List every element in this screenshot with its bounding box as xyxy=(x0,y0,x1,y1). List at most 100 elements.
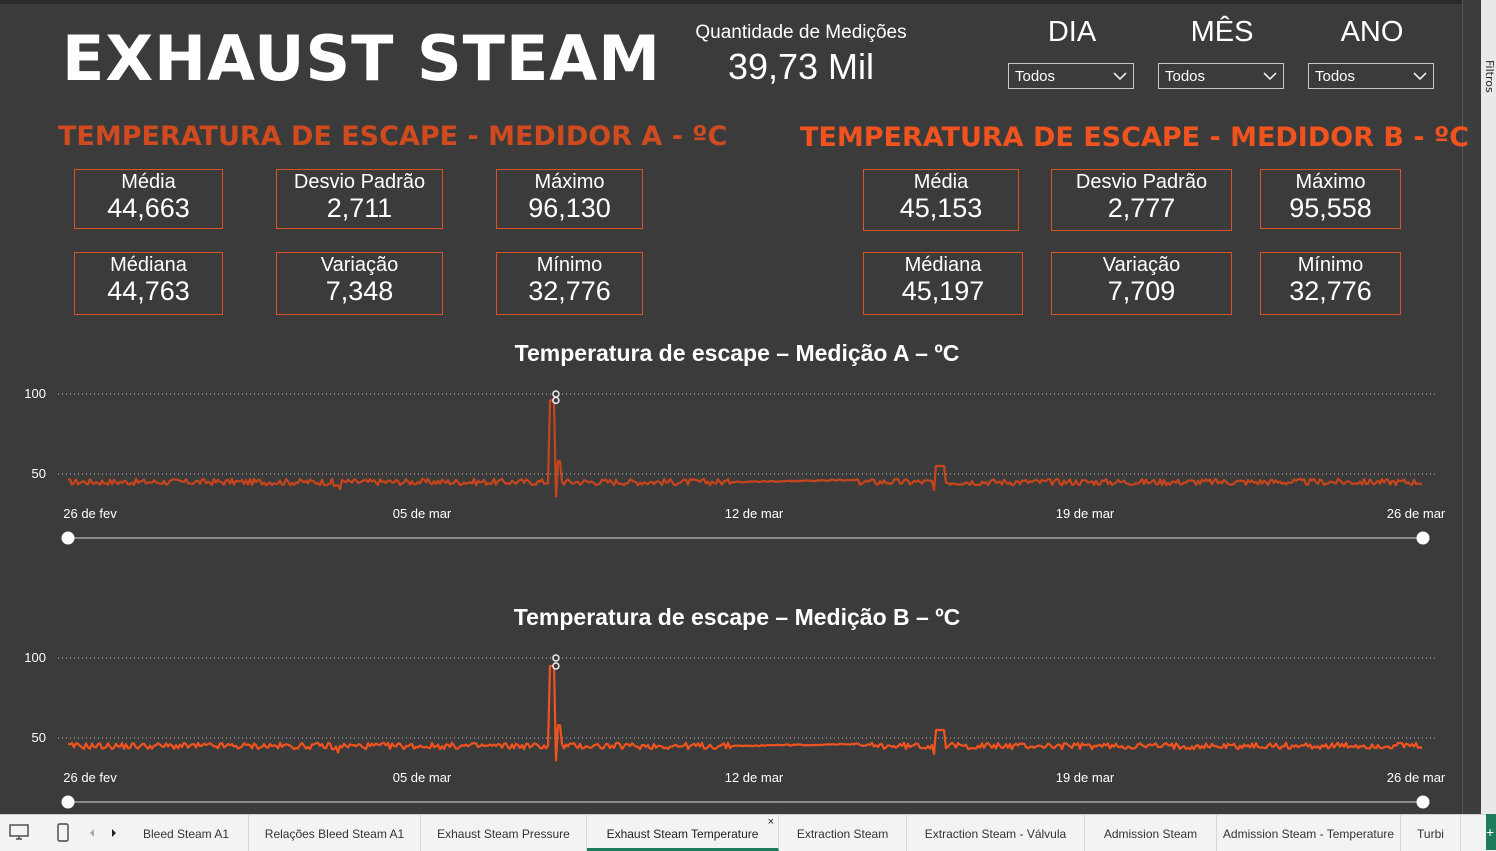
card-value: 44,663 xyxy=(107,193,190,223)
x-tick-label: 05 de mar xyxy=(393,770,452,785)
add-page-button[interactable]: + xyxy=(1486,814,1496,850)
mobile-layout-icon[interactable] xyxy=(56,823,70,843)
slicer-day-value: Todos xyxy=(1015,68,1056,85)
scroll-right-icon[interactable] xyxy=(110,828,118,838)
page-tab[interactable]: Admission Steam - Temperature xyxy=(1217,815,1401,851)
report-canvas xyxy=(12,4,1462,814)
card-value: 2,777 xyxy=(1107,193,1176,223)
outlier-point xyxy=(552,662,560,670)
page-tab-label: Exhaust Steam Pressure xyxy=(437,827,570,841)
card-label: Mínimo xyxy=(1297,254,1364,276)
slicer-day-title: DIA xyxy=(1047,16,1097,48)
slicer-day-dropdown[interactable]: Todos xyxy=(1008,63,1134,89)
range-slider-end-handle[interactable] xyxy=(1416,531,1430,545)
card-label: Mínimo xyxy=(536,254,603,276)
range-slider-end-handle[interactable] xyxy=(1416,795,1430,809)
slicer-year-value: Todos xyxy=(1315,68,1356,85)
page-tab-label: Extraction Steam - Válvula xyxy=(924,827,1067,841)
page-tab[interactable]: Turbi xyxy=(1401,815,1461,851)
page-tab-label: Bleed Steam A1 xyxy=(142,827,230,841)
range-slider-start-handle[interactable] xyxy=(61,795,75,809)
card-b-variance: Variação 7,709 xyxy=(1051,252,1232,315)
page-tab-label: Exhaust Steam Temperature xyxy=(606,827,759,841)
measurement-count-label: Quantidade de Medições xyxy=(695,22,907,43)
filters-pane-label: Filtros xyxy=(1483,60,1496,93)
card-label: Médiana xyxy=(904,254,982,276)
page-tab-label: Extraction Steam xyxy=(796,827,889,841)
card-value: 32,776 xyxy=(528,276,611,306)
card-label: Variação xyxy=(1102,254,1181,276)
card-label: Máximo xyxy=(534,171,605,193)
card-a-max: Máximo 96,130 xyxy=(496,169,643,229)
filters-pane-collapsed[interactable]: Filtros xyxy=(1462,0,1496,814)
filters-pane-strip[interactable]: Filtros xyxy=(1481,0,1496,814)
page-tab-label: Admission Steam xyxy=(1103,827,1198,841)
y-tick-label: 100 xyxy=(24,386,46,401)
slicer-month-title: MÊS xyxy=(1190,16,1254,48)
card-value: 45,197 xyxy=(901,276,985,306)
slicer-year-title: ANO xyxy=(1340,16,1404,48)
chevron-down-icon xyxy=(1113,72,1127,81)
x-tick-label: 26 de fev xyxy=(63,506,117,521)
measurement-count-value: 39,73 Mil xyxy=(727,46,875,87)
slicer-month-dropdown[interactable]: Todos xyxy=(1158,63,1284,89)
y-tick-label: 100 xyxy=(24,650,46,665)
scroll-left-icon[interactable] xyxy=(88,828,96,838)
card-value: 32,776 xyxy=(1289,276,1372,306)
close-icon[interactable]: × xyxy=(767,816,774,828)
page-tab-label: Relações Bleed Steam A1 xyxy=(264,827,405,841)
slicer-year-dropdown[interactable]: Todos xyxy=(1308,63,1434,89)
outlier-point xyxy=(552,390,560,398)
card-b-stddev: Desvio Padrão 2,777 xyxy=(1051,169,1232,231)
card-value: 96,130 xyxy=(528,193,611,223)
card-label: Máximo xyxy=(1295,171,1366,193)
card-label: Média xyxy=(913,171,969,193)
outlier-point xyxy=(552,396,560,405)
x-tick-label: 19 de mar xyxy=(1056,770,1115,785)
page-tab[interactable]: Exhaust Steam Temperature × xyxy=(587,815,779,851)
card-a-min: Mínimo 32,776 xyxy=(496,252,643,315)
page-tab[interactable]: Relações Bleed Steam A1 xyxy=(249,815,421,851)
card-value: 2,711 xyxy=(326,193,393,223)
card-a-variance: Variação 7,348 xyxy=(276,252,443,315)
card-value: 45,153 xyxy=(899,193,983,223)
card-a-mean: Média 44,663 xyxy=(74,169,223,229)
card-label: Média xyxy=(121,171,176,193)
x-tick-label: 12 de mar xyxy=(725,770,784,785)
card-label: Médiana xyxy=(110,254,187,276)
card-value: 95,558 xyxy=(1289,193,1372,223)
page-tab-label: Admission Steam - Temperature xyxy=(1222,827,1395,841)
chart-b-title: Temperatura de escape – Medição B – ºC xyxy=(513,604,961,630)
series-line xyxy=(67,399,1423,498)
series-line xyxy=(67,664,1423,762)
card-a-stddev: Desvio Padrão 2,711 xyxy=(276,169,443,229)
page-tab[interactable]: Admission Steam xyxy=(1085,815,1217,851)
page-tab[interactable]: Bleed Steam A1 xyxy=(124,815,249,851)
y-tick-label: 50 xyxy=(32,730,46,745)
chart-b[interactable]: 100 50 26 de fev 05 de mar 12 de mar 19 de ma… xyxy=(0,644,1460,814)
card-value: 44,763 xyxy=(107,276,190,306)
x-tick-label: 26 de mar xyxy=(1387,770,1446,785)
page-tab[interactable]: Extraction Steam xyxy=(779,815,907,851)
card-label: Desvio Padrão xyxy=(293,171,426,193)
chevron-down-icon xyxy=(1263,72,1277,81)
x-tick-label: 12 de mar xyxy=(725,506,784,521)
y-tick-label: 50 xyxy=(32,466,46,481)
page-tab[interactable]: Extraction Steam - Válvula xyxy=(907,815,1085,851)
card-label: Variação xyxy=(320,254,399,276)
slicer-month-value: Todos xyxy=(1165,68,1206,85)
card-b-median: Médiana 45,197 xyxy=(863,252,1023,315)
card-value: 7,709 xyxy=(1107,276,1176,306)
chart-a[interactable]: 100 50 26 de fev 05 de mar 12 de mar 19 de ma… xyxy=(0,380,1460,555)
card-a-median: Médiana 44,763 xyxy=(74,252,223,315)
page-tab-bar: Bleed Steam A1 Relações Bleed Steam A1 Exh… xyxy=(0,814,1496,851)
x-tick-label: 05 de mar xyxy=(393,506,452,521)
page-title: EXHAUST STEAM xyxy=(62,22,661,95)
card-b-max: Máximo 95,558 xyxy=(1260,169,1401,229)
desktop-layout-icon[interactable] xyxy=(8,823,30,841)
x-tick-label: 26 de mar xyxy=(1387,506,1446,521)
range-slider-start-handle[interactable] xyxy=(61,531,75,545)
page-tab[interactable]: Exhaust Steam Pressure xyxy=(421,815,587,851)
section-b-title: TEMPERATURA DE ESCAPE - MEDIDOR B - ºC xyxy=(800,122,1470,153)
card-b-mean: Média 45,153 xyxy=(863,169,1019,231)
